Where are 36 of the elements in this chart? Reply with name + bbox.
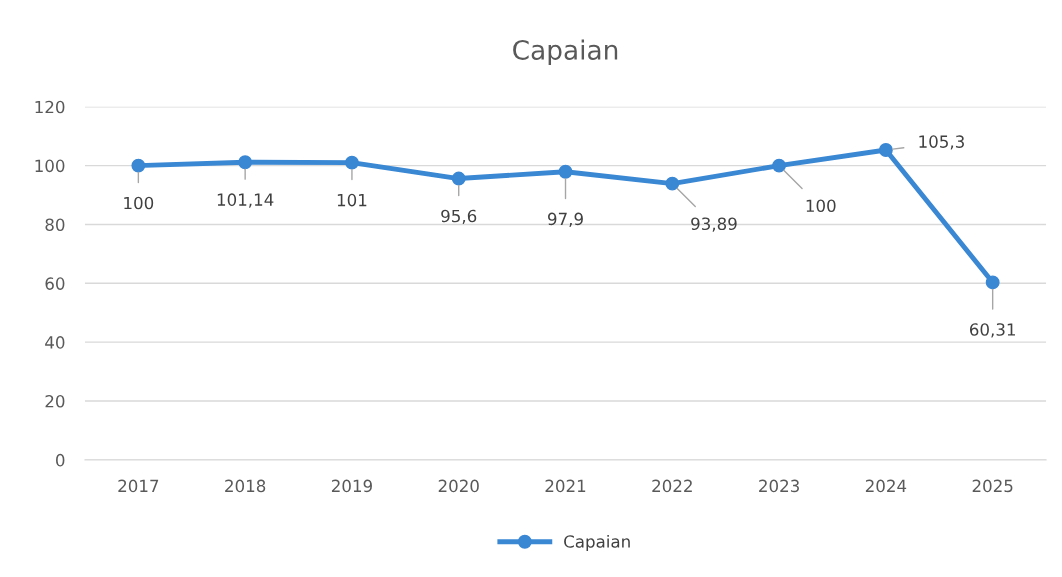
x-tick-label: 2021	[545, 479, 586, 493]
point	[451, 171, 466, 186]
x-tick-label: 2019	[331, 479, 372, 493]
x-tick-label: 2024	[865, 479, 907, 493]
point	[558, 164, 573, 179]
point	[238, 155, 253, 170]
y-tick-label: 0	[56, 453, 65, 467]
x-tick-label: 2025	[972, 479, 1013, 493]
data-label: 101,14	[217, 193, 274, 208]
point	[344, 155, 359, 170]
y-tick-label: 40	[45, 336, 65, 349]
point	[665, 176, 680, 191]
point	[131, 158, 146, 173]
x-tick-label: 2022	[652, 479, 692, 493]
data-label: 101	[337, 193, 367, 207]
data-label: 97,9	[548, 212, 583, 227]
data-label: 100	[806, 199, 836, 213]
chart-title: Capaian	[513, 39, 618, 66]
point	[878, 143, 893, 157]
x-tick-label: 2020	[438, 479, 479, 493]
x-tick-label: 2018	[225, 479, 266, 493]
y-tick-label: 60	[45, 277, 65, 290]
data-label: 100	[124, 196, 154, 210]
x-tick-label: 2017	[118, 479, 159, 493]
y-tick-label: 120	[35, 100, 65, 114]
y-tick-label: 20	[45, 394, 65, 408]
y-tick-label: 80	[45, 218, 65, 232]
x-tick-label: 2023	[759, 479, 799, 493]
point	[772, 158, 787, 173]
data-label: 105,3	[919, 135, 964, 150]
data-label: 60,31	[969, 323, 1015, 338]
data-label: 93,89	[691, 217, 737, 232]
legend-label: Capaian	[564, 534, 630, 552]
point	[985, 275, 1000, 290]
y-tick-label: 100	[35, 159, 65, 173]
data-label: 95,6	[441, 209, 477, 224]
